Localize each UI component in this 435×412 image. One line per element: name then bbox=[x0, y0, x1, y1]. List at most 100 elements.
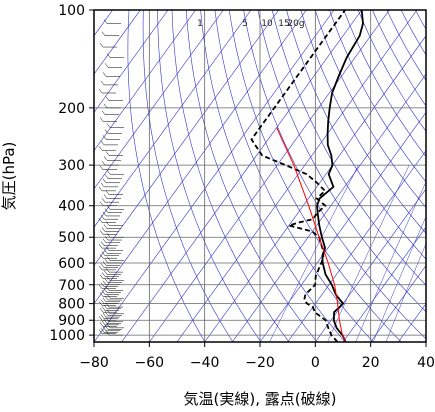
wind-barb bbox=[104, 235, 122, 241]
isotherm-line bbox=[342, 226, 426, 342]
wind-barb bbox=[102, 326, 120, 332]
mixing-ratio-label: 10 bbox=[261, 19, 273, 29]
mixing-ratio-label: 15 bbox=[278, 19, 289, 29]
isotherm-line bbox=[94, 10, 335, 342]
wind-barb bbox=[98, 218, 116, 223]
wind-barb bbox=[104, 311, 122, 316]
y-axis-title: 気圧(hPa) bbox=[0, 142, 18, 211]
y-tick-label: 1000 bbox=[49, 328, 85, 344]
mixing-ratio-label: 5 bbox=[242, 19, 248, 29]
wind-barb bbox=[104, 258, 122, 264]
isotherm-line bbox=[176, 10, 418, 342]
x-tick-label: −80 bbox=[79, 355, 109, 371]
wind-barb bbox=[102, 135, 120, 140]
wind-barb bbox=[99, 254, 117, 259]
wind-barb bbox=[98, 316, 116, 321]
y-tick-label: 600 bbox=[58, 256, 85, 272]
mixing-ratio-label: 20g bbox=[287, 19, 304, 29]
wind-barb bbox=[105, 302, 123, 308]
isotherm-line bbox=[94, 10, 196, 152]
wind-barb bbox=[105, 246, 123, 251]
wind-barb bbox=[106, 53, 124, 58]
dry-adiabat-line bbox=[214, 10, 374, 342]
wind-barb bbox=[106, 294, 124, 299]
dry-adiabat-line bbox=[430, 10, 435, 342]
wind-barb bbox=[103, 319, 121, 324]
y-tick-label: 400 bbox=[58, 199, 85, 215]
wind-barb bbox=[104, 278, 122, 283]
wind-barb bbox=[103, 19, 121, 24]
wind-barb bbox=[104, 295, 122, 301]
wind-barb bbox=[106, 256, 124, 261]
wind-barb bbox=[99, 274, 117, 279]
wind-barb bbox=[105, 190, 123, 195]
wind-barb bbox=[104, 129, 122, 134]
wind-barb bbox=[103, 288, 121, 293]
wind-barb bbox=[100, 314, 118, 319]
wind-barb bbox=[98, 88, 116, 94]
wind-barb bbox=[103, 156, 121, 161]
wind-barb bbox=[103, 249, 121, 254]
wind-barb bbox=[101, 198, 119, 203]
wind-barb bbox=[101, 251, 119, 256]
mixing-ratio-line bbox=[355, 181, 426, 342]
isotherm-line bbox=[287, 150, 426, 342]
wind-barb bbox=[105, 317, 123, 323]
wind-barb bbox=[106, 205, 124, 210]
wind-barb bbox=[101, 320, 119, 326]
wind-barb bbox=[102, 261, 120, 266]
wind-barb bbox=[98, 186, 116, 192]
wind-barb bbox=[99, 230, 117, 235]
wind-barb bbox=[100, 328, 118, 333]
mixing-ratio-line bbox=[372, 215, 426, 342]
isotherm-line bbox=[315, 188, 426, 342]
wind-barb bbox=[102, 211, 120, 217]
x-axis-title: 気温(実線), 露点(破線) bbox=[184, 390, 337, 408]
x-tick-label: 40 bbox=[417, 355, 435, 371]
dry-adiabat-line bbox=[157, 10, 262, 342]
wind-barb bbox=[103, 103, 121, 109]
y-tick-label: 700 bbox=[58, 278, 85, 294]
wind-barb bbox=[99, 322, 117, 327]
wind-barb bbox=[99, 201, 117, 206]
wind-barb bbox=[106, 123, 124, 128]
wind-barb bbox=[106, 276, 124, 281]
mixing-ratio-line bbox=[269, 164, 359, 342]
wind-barb bbox=[101, 272, 119, 277]
y-tick-label: 800 bbox=[58, 297, 85, 313]
x-tick-label: −20 bbox=[245, 355, 275, 371]
wind-barb bbox=[100, 182, 118, 188]
wind-barb bbox=[102, 72, 120, 77]
dry-adiabat-line bbox=[300, 10, 426, 234]
dry-adiabat-line bbox=[257, 10, 426, 313]
wind-barb bbox=[106, 233, 124, 238]
grid bbox=[94, 10, 426, 342]
wind-barb bbox=[104, 208, 122, 213]
dry-adiabat-line bbox=[314, 10, 426, 208]
wind-barb bbox=[106, 309, 124, 315]
dry-adiabat-line bbox=[200, 10, 346, 342]
wind-barb bbox=[101, 227, 119, 232]
wind-barb bbox=[103, 304, 121, 310]
wind-barb bbox=[98, 265, 116, 271]
dry-adiabat-line bbox=[186, 10, 318, 342]
isotherm-line bbox=[94, 10, 252, 228]
wind-barb bbox=[100, 241, 118, 246]
mixing-ratio-line bbox=[385, 243, 426, 342]
x-tick-label: 20 bbox=[362, 355, 380, 371]
wind-barb bbox=[105, 221, 123, 226]
wind-barb bbox=[103, 224, 121, 229]
wind-barb bbox=[102, 312, 120, 318]
wind-barb bbox=[100, 215, 118, 220]
y-tick-label: 500 bbox=[58, 230, 85, 246]
wind-barb bbox=[102, 280, 120, 286]
wind-barb bbox=[99, 117, 117, 122]
wind-barb bbox=[98, 329, 116, 334]
x-axis: −80 −60 −40 −20 0 20 40 bbox=[79, 342, 435, 371]
isotherm-line bbox=[94, 10, 141, 75]
series-parcel-line bbox=[276, 127, 347, 342]
isotherm-line bbox=[94, 10, 279, 266]
isotherm-line bbox=[370, 264, 426, 342]
